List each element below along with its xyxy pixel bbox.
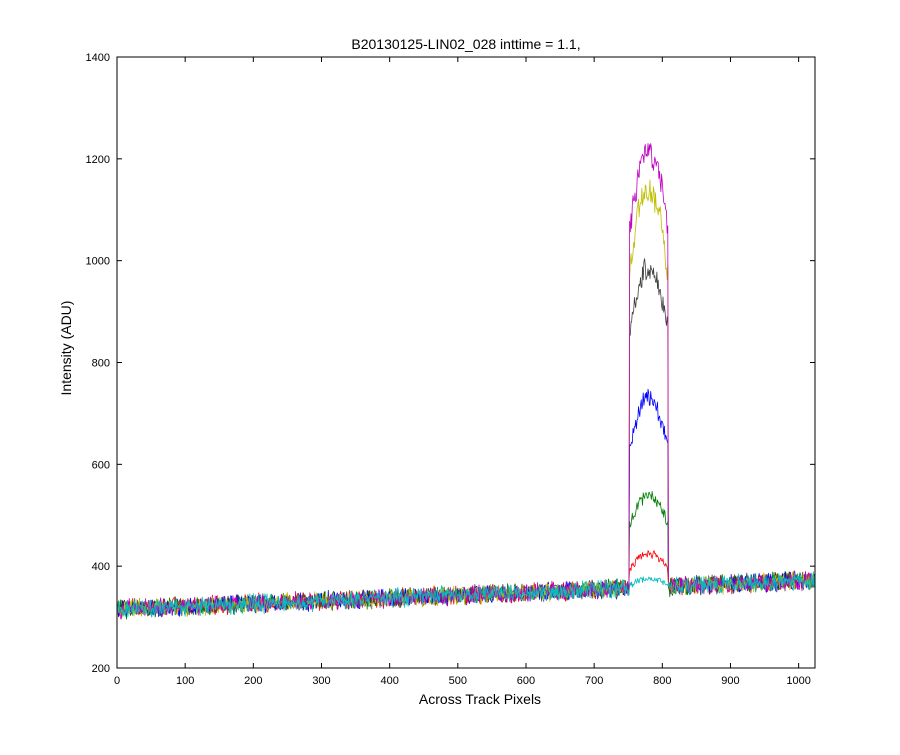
y-tick-label-2: 600 bbox=[92, 459, 110, 471]
x-tick-label-0: 0 bbox=[114, 675, 120, 687]
x-tick-label-2: 200 bbox=[244, 675, 262, 687]
series-line-6 bbox=[116, 571, 816, 618]
x-tick-label-8: 800 bbox=[653, 675, 671, 687]
y-tick-label-0: 200 bbox=[92, 663, 110, 675]
y-tick-label-4: 1000 bbox=[86, 256, 110, 268]
x-tick-label-5: 500 bbox=[449, 675, 467, 687]
series-layer bbox=[116, 143, 816, 620]
x-tick-label-1: 100 bbox=[176, 675, 194, 687]
chart-title: B20130125-LIN02_028 inttime = 1.1, bbox=[351, 36, 580, 52]
series-line-5 bbox=[116, 143, 816, 620]
y-tick-label-3: 800 bbox=[92, 358, 110, 370]
y-axis-label: Intensity (ADU) bbox=[58, 301, 74, 396]
x-axis-label: Across Track Pixels bbox=[419, 691, 541, 707]
y-tick-label-1: 400 bbox=[92, 561, 110, 573]
x-tick-label-4: 400 bbox=[380, 675, 398, 687]
plot-area bbox=[117, 57, 815, 668]
y-tick-label-6: 1400 bbox=[86, 52, 110, 64]
x-tick-label-9: 900 bbox=[721, 675, 739, 687]
x-tick-label-7: 700 bbox=[585, 675, 603, 687]
tick-layer: 0 100 200 300 400 500 600 700 800 900 1000 200 400 60… bbox=[86, 52, 815, 687]
x-tick-label-6: 600 bbox=[517, 675, 535, 687]
x-tick-label-10: 1000 bbox=[786, 675, 810, 687]
y-tick-label-5: 1200 bbox=[86, 154, 110, 166]
x-tick-label-3: 300 bbox=[312, 675, 330, 687]
